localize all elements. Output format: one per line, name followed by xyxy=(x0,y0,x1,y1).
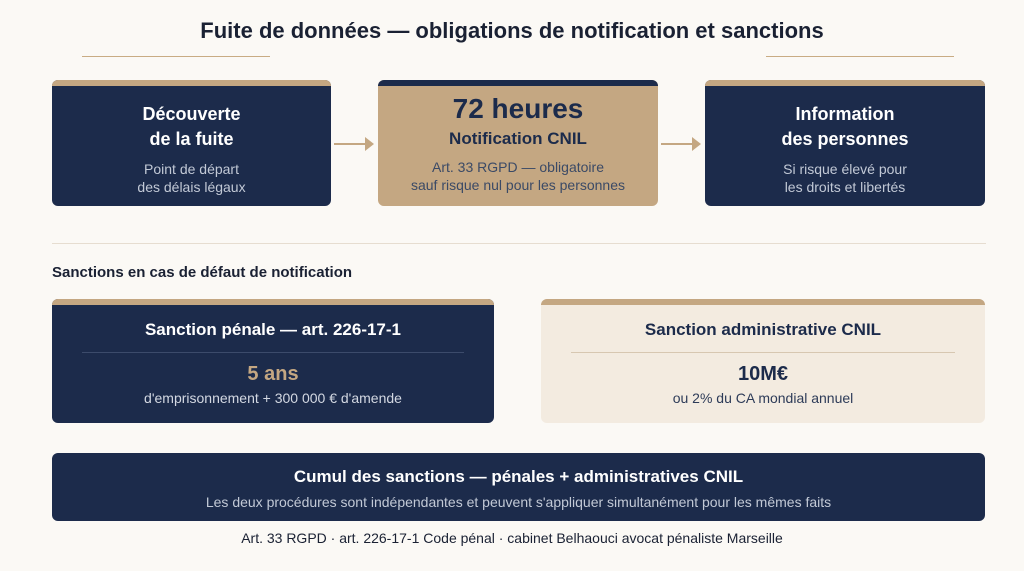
page-title: Fuite de données — obligations de notifi… xyxy=(200,18,824,43)
step-sub-line2: les droits et libertés xyxy=(784,179,906,195)
sanction-rule xyxy=(571,352,955,353)
card-accent-bar xyxy=(52,80,331,86)
step-title-line2: de la fuite xyxy=(149,129,234,149)
step-title: Notification CNIL xyxy=(449,129,587,148)
title-rule-right xyxy=(766,56,954,57)
sanction-desc: ou 2% du CA mondial annuel xyxy=(672,390,854,406)
step-discovery-card: Découverte de la fuite Point de départ d… xyxy=(52,80,331,206)
card-accent-bar xyxy=(52,299,494,305)
step-information-card: Information des personnes Si risque élev… xyxy=(705,80,985,206)
step-sub-line1: Point de départ xyxy=(144,161,239,177)
sanction-title: Sanction administrative CNIL xyxy=(644,320,882,339)
card-accent-bar xyxy=(378,80,658,86)
administrative-sanction-card: Sanction administrative CNIL 10M€ ou 2% … xyxy=(541,299,985,423)
step-sub-line1: Art. 33 RGPD — obligatoire xyxy=(432,159,604,175)
title-rule-left xyxy=(82,56,270,57)
sanction-rule xyxy=(82,352,464,353)
step-sub-line2: des délais légaux xyxy=(137,179,246,195)
step-sub-line1: Si risque élevé pour xyxy=(783,161,907,177)
section-divider xyxy=(52,243,986,244)
step-title-line1: Information xyxy=(795,104,895,124)
step-title-line2: des personnes xyxy=(781,129,909,149)
sanction-value: 10M€ xyxy=(737,363,789,385)
sanction-desc: d'emprisonnement + 300 000 € d'amende xyxy=(144,390,402,406)
arrow-right-icon xyxy=(661,137,701,151)
step-title-line1: Découverte xyxy=(142,104,241,124)
cumul-desc: Les deux procédures sont indépendantes e… xyxy=(205,494,832,510)
sanction-value: 5 ans xyxy=(247,363,299,385)
arrow-right-icon xyxy=(334,137,374,151)
section-label: Sanctions en cas de défaut de notificati… xyxy=(52,264,353,281)
card-accent-bar xyxy=(705,80,985,86)
footer-source: Art. 33 RGPD · art. 226-17-1 Code pénal … xyxy=(241,530,783,546)
deadline-value: 72 heures xyxy=(452,93,584,124)
card-accent-bar xyxy=(541,299,985,305)
cumul-title: Cumul des sanctions — pénales + administ… xyxy=(293,467,744,486)
step-notification-card: 72 heures Notification CNIL Art. 33 RGPD… xyxy=(378,80,658,206)
penal-sanction-card: Sanction pénale — art. 226-17-1 5 ans d'… xyxy=(52,299,494,423)
cumulative-sanctions-banner: Cumul des sanctions — pénales + administ… xyxy=(52,453,985,521)
step-sub-line2: sauf risque nul pour les personnes xyxy=(410,177,626,193)
sanction-title: Sanction pénale — art. 226-17-1 xyxy=(144,320,402,339)
